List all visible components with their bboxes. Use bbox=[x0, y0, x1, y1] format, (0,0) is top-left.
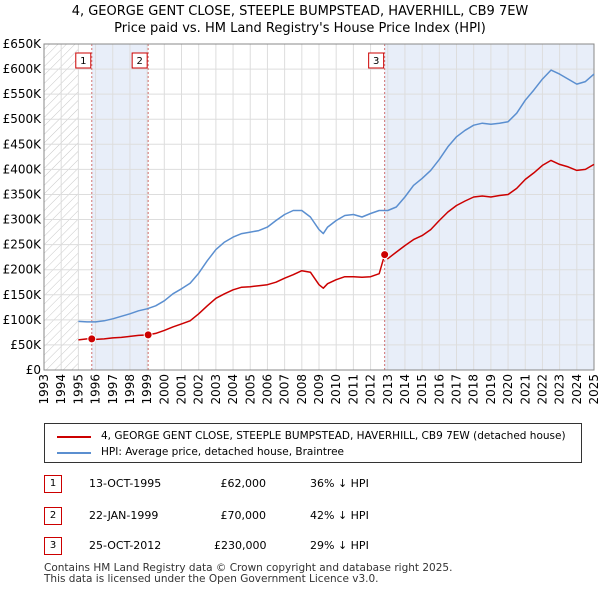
sale-hpi-diff: 42% ↓ HPI bbox=[310, 509, 369, 522]
sale-label-box bbox=[368, 52, 385, 69]
x-tick-label: 1999 bbox=[140, 374, 154, 405]
sale-date: 13-OCT-1995 bbox=[89, 477, 162, 490]
x-tick-label: 2010 bbox=[329, 374, 343, 405]
x-tick-label: 1993 bbox=[37, 374, 51, 405]
x-tick-label: 2006 bbox=[260, 374, 274, 405]
x-tick-label: 2004 bbox=[226, 374, 240, 405]
sale-label: 2 bbox=[136, 56, 142, 67]
footer-licence: This data is licensed under the Open Gov… bbox=[44, 573, 379, 585]
x-tick-label: 2024 bbox=[570, 374, 584, 405]
sale-date: 22-JAN-1999 bbox=[89, 509, 159, 522]
x-tick-label: 2012 bbox=[364, 374, 378, 405]
x-tick-label: 2021 bbox=[518, 374, 532, 405]
sale-price: £230,000 bbox=[214, 539, 267, 552]
plot-frame bbox=[43, 43, 595, 371]
x-tick-label: 2005 bbox=[243, 374, 257, 405]
y-tick-label: £450K bbox=[3, 137, 43, 151]
chart-title-line2: Price paid vs. HM Land Registry's House … bbox=[114, 21, 486, 36]
x-tick-label: 2002 bbox=[192, 374, 206, 405]
x-tick-label: 2017 bbox=[450, 374, 464, 405]
x-tick-label: 2011 bbox=[346, 374, 360, 405]
sale-price: £62,000 bbox=[220, 477, 267, 490]
y-tick-label: £400K bbox=[3, 162, 43, 176]
y-tick-label: £550K bbox=[3, 87, 43, 101]
x-tick-label: 2008 bbox=[295, 374, 309, 405]
shaded-period bbox=[91, 44, 149, 370]
x-tick-label: 2022 bbox=[535, 374, 549, 405]
legend-line-hpi bbox=[57, 452, 91, 454]
legend-label-property: 4, GEORGE GENT CLOSE, STEEPLE BUMPSTEAD,… bbox=[101, 430, 566, 442]
shaded-period bbox=[384, 44, 594, 370]
legend-label-hpi: HPI: Average price, detached house, Brai… bbox=[101, 446, 345, 458]
x-tick-label: 2016 bbox=[432, 374, 446, 405]
x-tick-label: 2013 bbox=[381, 374, 395, 405]
y-tick-label: £250K bbox=[3, 238, 43, 252]
y-tick-label: £200K bbox=[3, 263, 43, 277]
sale-row: 2 22-JAN-1999 £70,000 42% ↓ HPI bbox=[44, 507, 584, 527]
x-tick-label: 2014 bbox=[398, 374, 412, 405]
x-tick-label: 2023 bbox=[553, 374, 567, 405]
sale-point bbox=[143, 330, 153, 340]
sale-point bbox=[87, 334, 97, 344]
sale-row: 3 25-OCT-2012 £230,000 29% ↓ HPI bbox=[44, 537, 584, 557]
x-tick-label: 2007 bbox=[278, 374, 292, 405]
x-tick-label: 2018 bbox=[467, 374, 481, 405]
series-line-hpi bbox=[78, 69, 595, 323]
x-tick-label: 2009 bbox=[312, 374, 326, 405]
sale-number-badge: 2 bbox=[44, 507, 62, 525]
x-tick-label: 1997 bbox=[106, 374, 120, 405]
x-tick-label: 2019 bbox=[484, 374, 498, 405]
y-tick-label: £600K bbox=[3, 62, 43, 76]
y-tick-label: £50K bbox=[10, 338, 42, 352]
y-tick-label: £150K bbox=[3, 288, 43, 302]
y-tick-label: £350K bbox=[3, 187, 43, 201]
x-tick-label: 2020 bbox=[501, 374, 515, 405]
x-tick-label: 2003 bbox=[209, 374, 223, 405]
y-tick-label: £0 bbox=[26, 363, 41, 377]
sale-hpi-diff: 29% ↓ HPI bbox=[310, 539, 369, 552]
sale-price: £70,000 bbox=[220, 509, 267, 522]
sale-hpi-diff: 36% ↓ HPI bbox=[310, 477, 369, 490]
y-tick-label: £100K bbox=[3, 313, 43, 327]
sale-row: 1 13-OCT-1995 £62,000 36% ↓ HPI bbox=[44, 475, 584, 495]
x-tick-label: 2015 bbox=[415, 374, 429, 405]
sale-label: 3 bbox=[373, 56, 379, 67]
x-tick-label: 1998 bbox=[123, 374, 137, 405]
sale-label-box bbox=[75, 52, 92, 69]
y-tick-label: £650K bbox=[3, 37, 43, 51]
x-tick-label: 2001 bbox=[175, 374, 189, 405]
x-tick-label: 1994 bbox=[54, 374, 68, 405]
footer-copyright: Contains HM Land Registry data © Crown c… bbox=[44, 562, 453, 574]
legend-line-property bbox=[57, 436, 91, 438]
sale-date: 25-OCT-2012 bbox=[89, 539, 162, 552]
price-chart: £0 £50K £100K £150K £200K £250K £300K £350K £400… bbox=[3, 37, 600, 405]
sale-label-box bbox=[131, 52, 148, 69]
x-tick-label: 1996 bbox=[89, 374, 103, 405]
y-tick-label: £500K bbox=[3, 112, 43, 126]
x-tick-label: 2025 bbox=[587, 374, 600, 405]
sale-label: 1 bbox=[80, 56, 86, 67]
sale-number-badge: 3 bbox=[44, 537, 62, 555]
sale-number-badge: 1 bbox=[44, 475, 62, 493]
y-tick-label: £300K bbox=[3, 213, 43, 227]
series-line-property bbox=[78, 159, 595, 341]
sale-point bbox=[380, 250, 390, 260]
chart-legend: 4, GEORGE GENT CLOSE, STEEPLE BUMPSTEAD,… bbox=[44, 423, 582, 463]
x-tick-label: 1995 bbox=[71, 374, 85, 405]
chart-title-line1: 4, GEORGE GENT CLOSE, STEEPLE BUMPSTEAD,… bbox=[71, 4, 529, 19]
x-tick-label: 2000 bbox=[157, 374, 171, 405]
